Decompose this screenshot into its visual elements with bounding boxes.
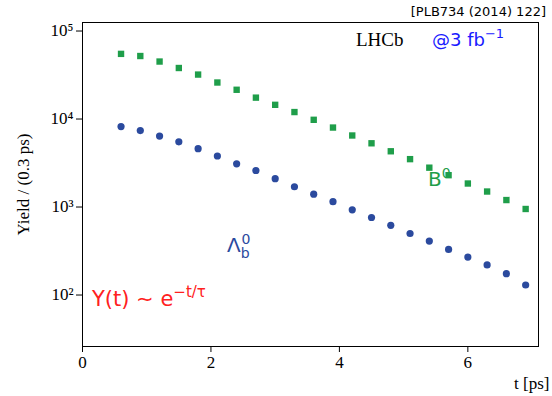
svg-text:6: 6 [464,353,473,372]
svg-text:10³: 10³ [51,197,73,216]
svg-text:4: 4 [335,353,344,372]
svg-text:Y(t) ∼ e−t/τ: Y(t) ∼ e−t/τ [91,283,206,311]
svg-text:10²: 10² [51,285,73,304]
svg-text:@3 fb−1: @3 fb−1 [432,26,504,50]
svg-text:[PLB734 (2014) 122]: [PLB734 (2014) 122] [411,4,546,19]
svg-text:0: 0 [78,353,87,372]
svg-text:t [ps]: t [ps] [514,374,549,393]
svg-text:10⁵: 10⁵ [51,21,74,40]
svg-text:Yield / (0.3 ps): Yield / (0.3 ps) [14,134,33,236]
svg-text:10⁴: 10⁴ [51,109,74,128]
svg-text:Λb0: Λb0 [227,231,251,261]
svg-text:2: 2 [207,353,216,372]
svg-text:B0: B0 [428,165,451,191]
svg-text:LHCb: LHCb [356,29,404,50]
